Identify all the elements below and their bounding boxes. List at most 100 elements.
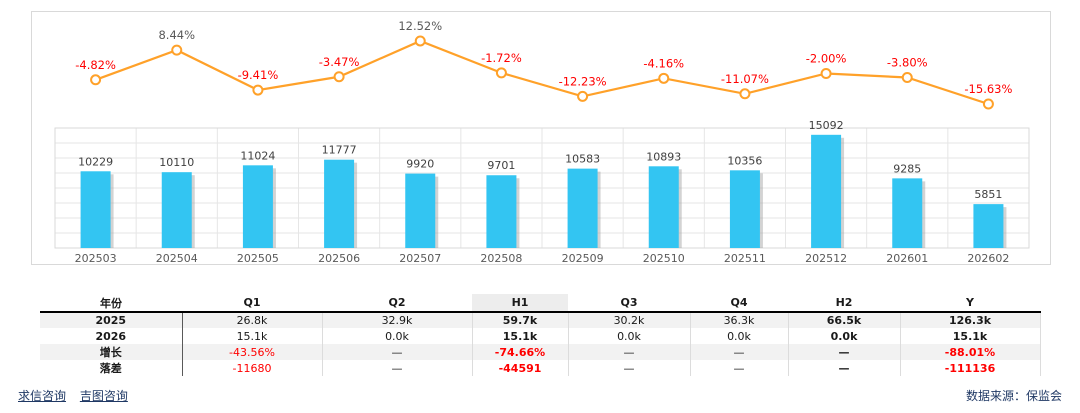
line-marker — [333, 71, 345, 83]
table-cell: 0.0k — [787, 328, 900, 344]
x-axis-label: 202507 — [399, 252, 441, 264]
bar — [405, 173, 436, 248]
line-value-label: -2.00% — [806, 51, 847, 65]
table-header-cell: Y — [966, 296, 974, 309]
x-axis-label: 202504 — [156, 252, 198, 264]
table-cell: — — [567, 360, 690, 376]
bar-value-label: 9920 — [406, 158, 434, 171]
table-cell: 30.2k — [567, 312, 690, 328]
table-cell: -88.01% — [899, 344, 1041, 360]
table-header-cell: H2 — [835, 296, 853, 309]
line-marker — [252, 84, 264, 96]
bar — [486, 175, 517, 248]
table-cell: 0.0k — [567, 328, 690, 344]
table-header-cell: Q1 — [243, 296, 261, 309]
table-cell: -11680 — [181, 360, 322, 376]
table-cell: 59.7k — [471, 312, 568, 328]
line-value-label: 12.52% — [398, 19, 442, 33]
x-axis-label: 202511 — [724, 252, 766, 264]
plot-border — [54, 127, 1030, 249]
line-marker — [90, 74, 102, 86]
table-row: 2026 15.1k 0.0k 15.1k 0.0k 0.0k 0.0k 15.1k — [40, 328, 1041, 344]
combo-chart: 10229 202503 10110 202504 11024 202505 11777 20… — [54, 19, 1030, 264]
footer-link-1[interactable]: 求信咨询 — [18, 389, 67, 403]
footer-links: 求信咨询 吉图咨询 — [18, 387, 138, 404]
bar — [648, 166, 679, 248]
bar — [567, 168, 598, 248]
table-row: 增长 -43.56% — -74.66% — — — -88.01% — [40, 344, 1041, 360]
summary-table-wrap: 年份 Q1 Q2 H1 Q3 Q4 H2 Y 2025 26.8k 32.9k 59.7k 30.2k… — [40, 294, 1041, 376]
bar-value-label: 10356 — [727, 154, 762, 167]
line-marker — [171, 44, 183, 56]
table-header-cell: H1 — [472, 294, 568, 312]
table-cell: -74.66% — [471, 344, 568, 360]
bar — [242, 165, 273, 248]
x-axis-label: 202602 — [967, 252, 1009, 264]
line-value-label: -15.63% — [964, 82, 1012, 96]
table-cell: -111136 — [899, 360, 1041, 376]
line-marker — [495, 67, 507, 79]
chart-card: 10229 202503 10110 202504 11024 202505 11777 20… — [31, 11, 1051, 265]
table-cell: — — [689, 344, 788, 360]
table-row: 落差 -11680— -44591— — — -111136 — [40, 360, 1041, 376]
table-header-cell: Q4 — [730, 296, 748, 309]
table-cell: 66.5k — [787, 312, 900, 328]
bar-value-label: 10893 — [646, 150, 681, 163]
table-cell: — — [787, 360, 900, 376]
table-row: 2025 26.8k 32.9k 59.7k 30.2k 36.3k 66.5k 126.3k — [40, 312, 1041, 328]
bar-value-label: 10110 — [159, 156, 194, 169]
bar — [892, 178, 923, 248]
bar-value-label: 9285 — [893, 162, 921, 175]
line-marker — [658, 72, 670, 84]
footer-link-2[interactable]: 吉图咨询 — [79, 389, 128, 403]
line-marker — [414, 35, 426, 47]
table-cell: 15.1k — [181, 328, 322, 344]
line-value-label: -12.23% — [559, 74, 607, 88]
bar — [161, 172, 192, 248]
bar-value-label: 15092 — [809, 119, 844, 132]
table-header-cell: 年份 — [100, 296, 122, 310]
table-cell: — — [321, 344, 472, 360]
line-marker — [901, 72, 913, 84]
table-cell: 126.3k — [899, 312, 1041, 328]
table-cell: -44591 — [471, 360, 568, 376]
bar-value-label: 11024 — [240, 149, 275, 162]
table-cell: — — [567, 344, 690, 360]
line-value-label: -4.16% — [643, 56, 684, 70]
bar-value-label: 10583 — [565, 153, 600, 166]
line-marker — [982, 98, 994, 110]
bar — [729, 170, 760, 248]
table-header-cell: Q3 — [620, 296, 638, 309]
table-cell: — — [787, 344, 900, 360]
row-header-cell: 增长 — [99, 346, 122, 359]
x-axis-label: 202503 — [75, 252, 117, 264]
table-cell: 32.9k — [321, 312, 472, 328]
table-cell: 0.0k — [689, 328, 788, 344]
x-axis-label: 202510 — [643, 252, 685, 264]
table-header-row: 年份 Q1 Q2 H1 Q3 Q4 H2 Y — [40, 294, 1040, 312]
table-cell: 15.1k — [899, 328, 1041, 344]
row-header-cell: 2025 — [95, 314, 127, 327]
x-axis-label: 202601 — [886, 252, 928, 264]
data-source-label: 数据来源：保监会 — [965, 389, 1062, 403]
bar-value-label: 10229 — [78, 155, 113, 168]
x-axis-label: 202505 — [237, 252, 279, 264]
bar — [324, 159, 355, 248]
table-cell: -43.56% — [181, 344, 322, 360]
table-cell: 15.1k — [471, 328, 568, 344]
bar — [80, 171, 111, 248]
x-axis-label: 202509 — [562, 252, 604, 264]
bar-value-label: 5851 — [974, 188, 1002, 201]
line-value-label: 8.44% — [158, 28, 195, 42]
footer: 求信咨询 吉图咨询 数据来源：保监会 — [0, 384, 1080, 408]
line-value-label: -1.72% — [481, 51, 522, 65]
bar — [811, 134, 842, 248]
table-header-cell: Q2 — [388, 296, 406, 309]
line-marker — [577, 90, 589, 102]
row-header-cell: 落差 — [99, 362, 122, 375]
growth-line — [95, 39, 989, 106]
bar-value-label: 11777 — [322, 144, 357, 157]
table-cell: 0.0k — [321, 328, 472, 344]
x-axis-label: 202508 — [480, 252, 522, 264]
